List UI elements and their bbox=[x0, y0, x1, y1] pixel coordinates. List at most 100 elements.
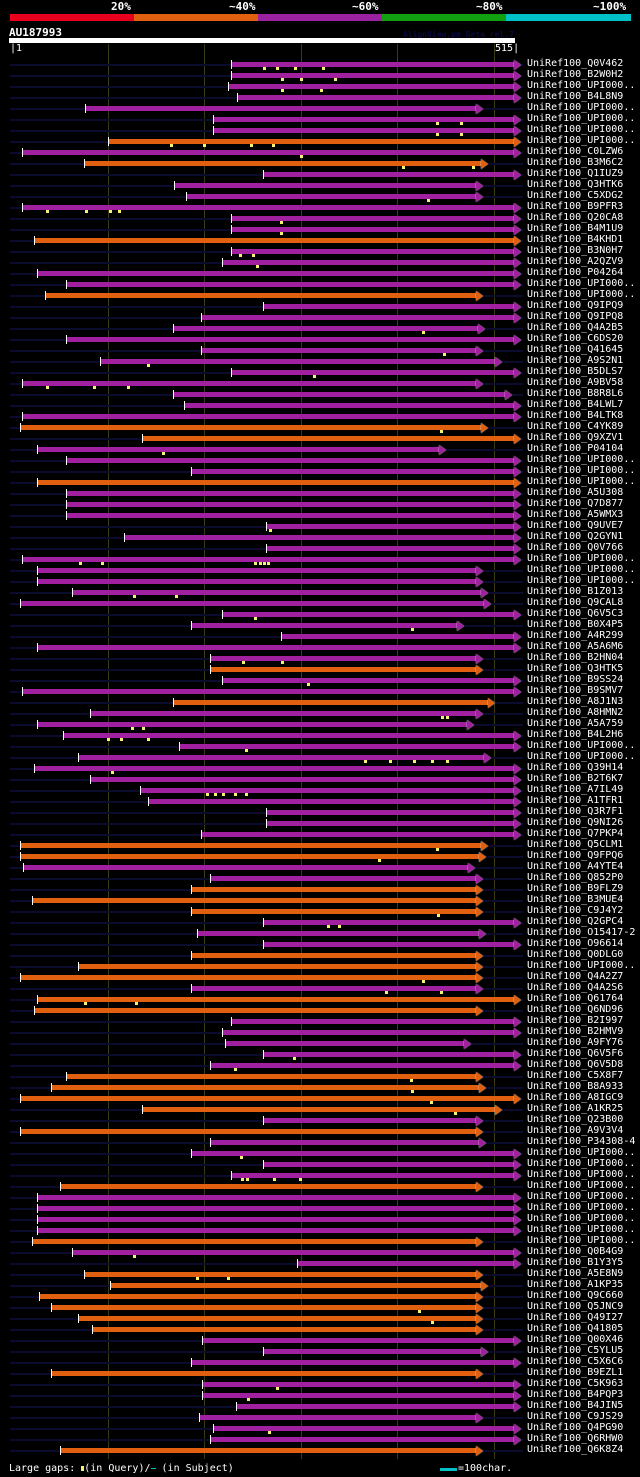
hit-row[interactable]: UniRef100_B1Y3Y5 bbox=[0, 1257, 640, 1269]
alignment-segment[interactable] bbox=[263, 1118, 476, 1123]
alignment-segment[interactable] bbox=[63, 733, 514, 738]
alignment-segment[interactable] bbox=[36, 568, 476, 573]
alignment-segment[interactable] bbox=[173, 326, 478, 331]
hit-label[interactable]: UniRef100_Q6V5D8 bbox=[527, 1059, 624, 1070]
hit-row[interactable]: UniRef100_B3M6C2 bbox=[0, 157, 640, 169]
alignment-segment[interactable] bbox=[231, 216, 514, 221]
hit-label[interactable]: UniRef100_A8J1N3 bbox=[527, 696, 624, 707]
hit-label[interactable]: UniRef100_B9PFR3 bbox=[527, 201, 624, 212]
hit-label[interactable]: UniRef100_B9SMV7 bbox=[527, 685, 624, 696]
hit-label[interactable]: UniRef100_Q49I27 bbox=[527, 1312, 624, 1323]
alignment-segment[interactable] bbox=[178, 744, 514, 749]
hit-row[interactable]: UniRef100_UPI000.. bbox=[0, 553, 640, 565]
hit-label[interactable]: UniRef100_UPI000.. bbox=[527, 454, 636, 465]
hit-label[interactable]: UniRef100_A5WMX3 bbox=[527, 509, 624, 520]
alignment-segment[interactable] bbox=[108, 139, 514, 144]
hit-row[interactable]: UniRef100_UPI000.. bbox=[0, 751, 640, 763]
alignment-segment[interactable] bbox=[190, 1151, 514, 1156]
hit-row[interactable]: UniRef100_O15417-2 bbox=[0, 927, 640, 939]
hit-row[interactable]: UniRef100_Q00X46 bbox=[0, 1334, 640, 1346]
alignment-segment[interactable] bbox=[263, 1162, 514, 1167]
hit-label[interactable]: UniRef100_C5X8F7 bbox=[527, 1070, 624, 1081]
hit-label[interactable]: UniRef100_C5XDG2 bbox=[527, 190, 624, 201]
hit-label[interactable]: UniRef100_B9SS24 bbox=[527, 674, 624, 685]
hit-label[interactable]: UniRef100_Q20CA8 bbox=[527, 212, 624, 223]
alignment-segment[interactable] bbox=[190, 623, 458, 628]
hit-row[interactable]: UniRef100_UPI000.. bbox=[0, 135, 640, 147]
hit-row[interactable]: UniRef100_B9SMV7 bbox=[0, 685, 640, 697]
hit-row[interactable]: UniRef100_A1KR25 bbox=[0, 1103, 640, 1115]
hit-label[interactable]: UniRef100_Q9C660 bbox=[527, 1290, 624, 1301]
alignment-segment[interactable] bbox=[200, 832, 514, 837]
alignment-segment[interactable] bbox=[141, 1107, 496, 1112]
alignment-segment[interactable] bbox=[210, 1063, 514, 1068]
alignment-segment[interactable] bbox=[200, 315, 514, 320]
alignment-segment[interactable] bbox=[22, 865, 468, 870]
hit-row[interactable]: UniRef100_C5X6C6 bbox=[0, 1356, 640, 1368]
hit-label[interactable]: UniRef100_UPI000.. bbox=[527, 1202, 636, 1213]
hit-row[interactable]: UniRef100_UPI000.. bbox=[0, 1158, 640, 1170]
hit-row[interactable]: UniRef100_A8HMN2 bbox=[0, 707, 640, 719]
hit-row[interactable]: UniRef100_Q20CA8 bbox=[0, 212, 640, 224]
hit-row[interactable]: UniRef100_P04264 bbox=[0, 267, 640, 279]
hit-row[interactable]: UniRef100_B2T6K7 bbox=[0, 773, 640, 785]
hit-row[interactable]: UniRef100_B4L2H6 bbox=[0, 729, 640, 741]
hit-row[interactable]: UniRef100_A8IGC9 bbox=[0, 1092, 640, 1104]
alignment-segment[interactable] bbox=[36, 271, 514, 276]
hit-label[interactable]: UniRef100_A4R299 bbox=[527, 630, 624, 641]
hit-row[interactable]: UniRef100_Q9NI26 bbox=[0, 817, 640, 829]
hit-row[interactable]: UniRef100_B3MUE4 bbox=[0, 894, 640, 906]
alignment-segment[interactable] bbox=[210, 1140, 479, 1145]
alignment-segment[interactable] bbox=[222, 678, 514, 683]
alignment-segment[interactable] bbox=[190, 1360, 514, 1365]
hit-label[interactable]: UniRef100_A7IL49 bbox=[527, 784, 624, 795]
alignment-segment[interactable] bbox=[21, 381, 476, 386]
alignment-segment[interactable] bbox=[71, 590, 481, 595]
hit-row[interactable]: UniRef100_A7IL49 bbox=[0, 784, 640, 796]
alignment-segment[interactable] bbox=[36, 1206, 514, 1211]
hit-row[interactable]: UniRef100_A5U308 bbox=[0, 487, 640, 499]
alignment-segment[interactable] bbox=[210, 656, 476, 661]
hit-label[interactable]: UniRef100_UPI000.. bbox=[527, 1235, 636, 1246]
hit-row[interactable]: UniRef100_UPI000.. bbox=[0, 80, 640, 92]
hit-row[interactable]: UniRef100_C0LZW6 bbox=[0, 146, 640, 158]
hit-label[interactable]: UniRef100_A1KR25 bbox=[527, 1103, 624, 1114]
alignment-segment[interactable] bbox=[19, 425, 481, 430]
hit-label[interactable]: UniRef100_A8HMN2 bbox=[527, 707, 624, 718]
hit-label[interactable]: UniRef100_C5K963 bbox=[527, 1378, 624, 1389]
hit-label[interactable]: UniRef100_Q41645 bbox=[527, 344, 624, 355]
hit-label[interactable]: UniRef100_B2I997 bbox=[527, 1015, 624, 1026]
hit-label[interactable]: UniRef100_Q0V766 bbox=[527, 542, 624, 553]
hit-label[interactable]: UniRef100_A1KP35 bbox=[527, 1279, 624, 1290]
alignment-segment[interactable] bbox=[185, 194, 476, 199]
alignment-segment[interactable] bbox=[263, 172, 514, 177]
hit-row[interactable]: UniRef100_Q9IPQ8 bbox=[0, 311, 640, 323]
hit-row[interactable]: UniRef100_Q4A2S6 bbox=[0, 982, 640, 994]
hit-row[interactable]: UniRef100_A5A759 bbox=[0, 718, 640, 730]
hit-row[interactable]: UniRef100_UPI000.. bbox=[0, 1235, 640, 1247]
alignment-segment[interactable] bbox=[213, 117, 515, 122]
alignment-segment[interactable] bbox=[77, 1316, 476, 1321]
hit-row[interactable]: UniRef100_Q6V5F6 bbox=[0, 1048, 640, 1060]
hit-row[interactable]: UniRef100_Q1IUZ9 bbox=[0, 168, 640, 180]
alignment-segment[interactable] bbox=[210, 1437, 514, 1442]
hit-row[interactable]: UniRef100_B9PFR3 bbox=[0, 201, 640, 213]
alignment-segment[interactable] bbox=[21, 150, 514, 155]
alignment-segment[interactable] bbox=[66, 458, 514, 463]
hit-row[interactable]: UniRef100_B4PQP3 bbox=[0, 1389, 640, 1401]
alignment-segment[interactable] bbox=[77, 964, 476, 969]
hit-row[interactable]: UniRef100_Q6V5C3 bbox=[0, 608, 640, 620]
hit-label[interactable]: UniRef100_Q6V5F6 bbox=[527, 1048, 624, 1059]
hit-row[interactable]: UniRef100_A1TFR1 bbox=[0, 795, 640, 807]
hit-label[interactable]: UniRef100_C4YK89 bbox=[527, 421, 624, 432]
hit-row[interactable]: UniRef100_Q39H14 bbox=[0, 762, 640, 774]
hit-row[interactable]: UniRef100_UPI000.. bbox=[0, 1147, 640, 1159]
hit-row[interactable]: UniRef100_UPI000.. bbox=[0, 1169, 640, 1181]
hit-row[interactable]: UniRef100_Q0V766 bbox=[0, 542, 640, 554]
alignment-segment[interactable] bbox=[100, 359, 496, 364]
hit-row[interactable]: UniRef100_C4YK89 bbox=[0, 421, 640, 433]
hit-row[interactable]: UniRef100_B4M1U9 bbox=[0, 223, 640, 235]
alignment-segment[interactable] bbox=[222, 1030, 514, 1035]
alignment-segment[interactable] bbox=[123, 535, 515, 540]
hit-row[interactable]: UniRef100_A8J1N3 bbox=[0, 696, 640, 708]
